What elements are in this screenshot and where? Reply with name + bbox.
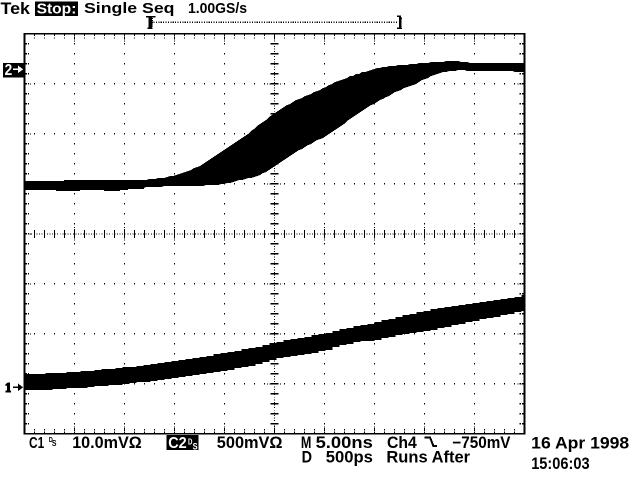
svg-text:C1: C1 xyxy=(29,435,44,452)
svg-text:16 Apr 1998: 16 Apr 1998 xyxy=(531,434,629,452)
svg-text:M: M xyxy=(301,434,312,452)
svg-text:−750mV: −750mV xyxy=(452,434,510,452)
svg-text:S: S xyxy=(52,438,57,448)
svg-text:S: S xyxy=(193,442,198,452)
svg-text:500ps: 500ps xyxy=(326,449,373,467)
svg-text:10.0mVΩ: 10.0mVΩ xyxy=(72,434,142,452)
svg-text:D: D xyxy=(302,449,312,467)
svg-text:Single Seq: Single Seq xyxy=(84,0,175,17)
svg-text:1.00GS/s: 1.00GS/s xyxy=(188,0,247,17)
svg-text:Runs After: Runs After xyxy=(386,449,470,467)
svg-text:C2: C2 xyxy=(168,435,187,452)
svg-text:5.00ns: 5.00ns xyxy=(316,434,373,452)
svg-text:2: 2 xyxy=(5,62,13,79)
svg-text:15:06:03: 15:06:03 xyxy=(531,455,589,473)
svg-text:D: D xyxy=(188,437,192,447)
svg-text:D: D xyxy=(49,435,53,444)
svg-text:Ch4: Ch4 xyxy=(387,434,418,452)
svg-text:Stop:: Stop: xyxy=(37,1,77,18)
svg-text:500mVΩ: 500mVΩ xyxy=(217,434,283,452)
svg-text:Tek: Tek xyxy=(1,0,31,18)
